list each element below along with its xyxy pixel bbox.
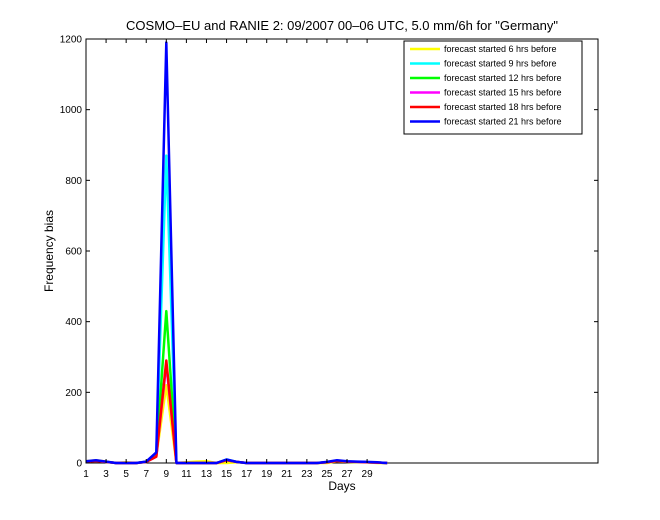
legend: forecast started 6 hrs before forecast st… (403, 40, 583, 135)
legend-label: forecast started 18 hrs before (444, 102, 562, 112)
x-tick-label: 17 (241, 469, 253, 480)
x-tick-label: 1 (83, 469, 89, 480)
y-tick-label: 400 (65, 317, 82, 328)
x-tick-label: 25 (321, 469, 333, 480)
x-tick-label: 11 (181, 469, 192, 480)
chart-title: COSMO–EU and RANIE 2: 09/2007 00–06 UTC,… (126, 18, 558, 33)
x-tick-label: 29 (362, 469, 374, 480)
legend-label: forecast started 12 hrs before (444, 73, 562, 83)
y-tick-label: 0 (76, 459, 82, 470)
legend-label: forecast started 9 hrs before (444, 59, 557, 69)
axes-layer: 1 3 5 7 9 11 13 15 17 19 21 23 25 27 29020040060080010… (60, 35, 598, 480)
x-axis-label: Days (328, 479, 355, 493)
y-tick-label: 1200 (60, 35, 83, 46)
y-axis-label: Frequency bias (42, 210, 56, 292)
legend-label: forecast started 6 hrs before (444, 44, 557, 54)
legend-label: forecast started 21 hrs before (444, 117, 562, 127)
x-tick-label: 9 (164, 469, 170, 480)
series-line-6 (85, 41, 388, 465)
y-tick-label: 200 (65, 388, 82, 399)
legend-box (403, 40, 583, 135)
x-tick-label: 21 (281, 469, 293, 480)
x-tick-label: 19 (261, 469, 273, 480)
series-layer (85, 41, 388, 465)
x-tick-label: 27 (341, 469, 353, 480)
y-tick-label: 600 (65, 247, 82, 258)
x-tick-label: 3 (103, 469, 109, 480)
y-tick-label: 1000 (60, 105, 83, 116)
x-tick-label: 13 (201, 469, 213, 480)
x-tick-label: 23 (301, 469, 313, 480)
x-tick-label: 7 (143, 469, 149, 480)
x-tick-label: 15 (221, 469, 233, 480)
y-tick-label: 800 (65, 176, 82, 187)
x-tick-label: 5 (123, 469, 129, 480)
legend-label: forecast started 15 hrs before (444, 88, 562, 98)
